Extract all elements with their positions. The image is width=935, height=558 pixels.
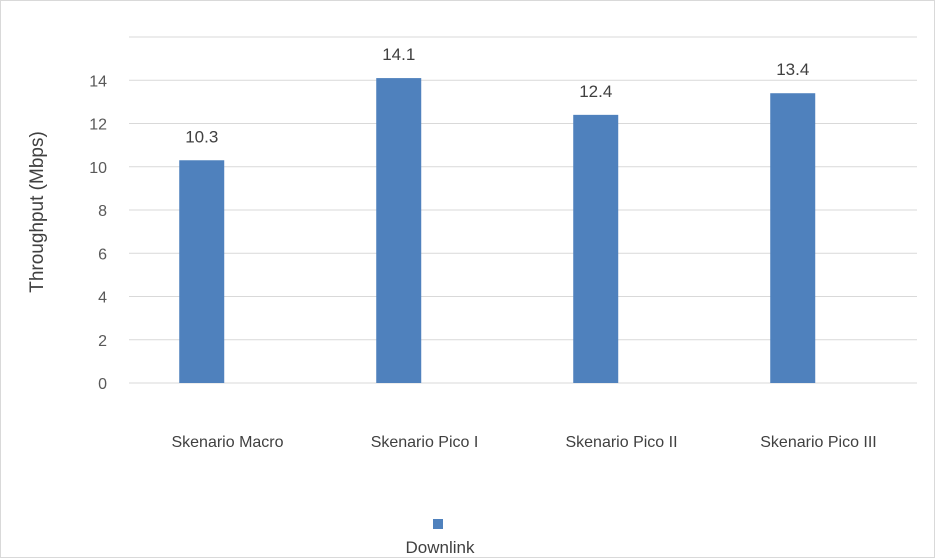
gridlines (129, 36, 917, 384)
y-tick-label: 8 (98, 203, 107, 220)
bar-skenario-pico-i (376, 78, 422, 384)
x-category-label: Skenario Pico II (565, 434, 677, 451)
bar-skenario-macro (179, 160, 225, 383)
x-category-label: Skenario Macro (171, 434, 283, 451)
legend-label-downlink: Downlink (406, 538, 475, 557)
y-tick-label: 10 (89, 160, 107, 177)
legend: Downlink (406, 519, 475, 557)
legend-swatch-downlink (433, 519, 443, 529)
y-axis-title: Throughput (Mbps) (27, 131, 48, 293)
y-tick-label: 12 (89, 117, 107, 134)
bars (179, 78, 816, 384)
data-label: 13.4 (776, 60, 809, 79)
y-tick-label: 14 (89, 73, 107, 90)
data-label: 14.1 (382, 45, 415, 64)
bar-skenario-pico-ii (573, 114, 619, 383)
data-label: 10.3 (185, 127, 218, 146)
x-category-label: Skenario Pico I (371, 434, 479, 451)
y-axis-ticks: 0 2 4 6 8 10 12 14 (89, 73, 107, 393)
y-tick-label: 0 (98, 376, 107, 393)
y-tick-label: 6 (98, 246, 107, 263)
x-axis-categories: Skenario Macro Skenario Pico I Skenario Pi… (171, 434, 876, 451)
data-labels: 10.3 14.1 12.4 13.4 (185, 45, 809, 146)
data-label: 12.4 (579, 82, 612, 101)
x-category-label: Skenario Pico III (760, 434, 877, 451)
bar-skenario-pico-iii (770, 93, 816, 383)
y-tick-label: 4 (98, 290, 107, 307)
y-tick-label: 2 (98, 333, 107, 350)
